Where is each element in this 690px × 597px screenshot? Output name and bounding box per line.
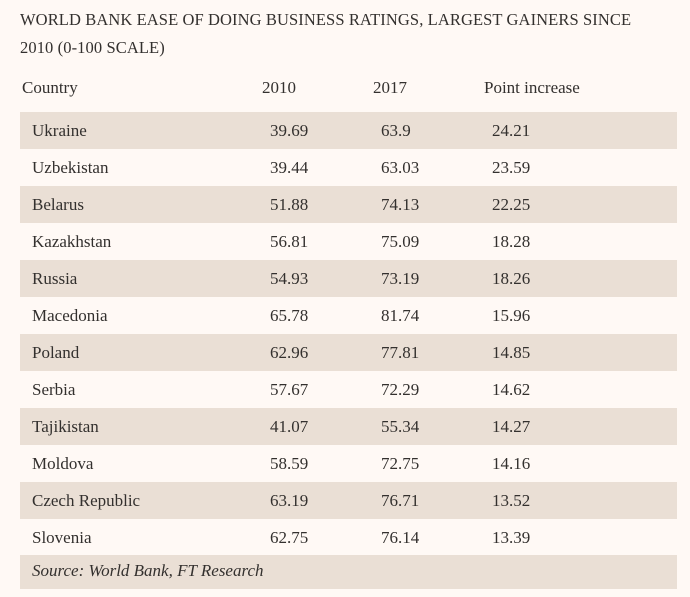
table-row: Moldova 58.59 72.75 14.16: [20, 445, 677, 482]
value: 63.03: [381, 158, 420, 177]
country: Slovenia: [32, 528, 92, 547]
value: 76.14: [381, 528, 420, 547]
table-row: Serbia 57.67 72.29 14.62: [20, 371, 677, 408]
table-row: Ukraine 39.69 63.9 24.21: [20, 112, 677, 149]
country: Kazakhstan: [32, 232, 112, 251]
value: 14.16: [492, 454, 531, 473]
country: Uzbekistan: [32, 158, 109, 177]
table-row: Belarus 51.88 74.13 22.25: [20, 186, 677, 223]
value: 39.69: [270, 121, 309, 140]
value: 55.34: [381, 417, 420, 436]
source: Source: World Bank, FT Research: [32, 561, 264, 580]
table-row: Kazakhstan 56.81 75.09 18.28: [20, 223, 677, 260]
country: Moldova: [32, 454, 94, 473]
value: 14.85: [492, 343, 531, 362]
value: 14.62: [492, 380, 531, 399]
value: 72.75: [381, 454, 420, 473]
value: 41.07: [270, 417, 309, 436]
value: 57.67: [270, 380, 309, 399]
country: Czech Republic: [32, 491, 141, 510]
value: 81.74: [381, 306, 420, 325]
value: 15.96: [492, 306, 531, 325]
table-row: Russia 54.93 73.19 18.26: [20, 260, 677, 297]
country: Belarus: [32, 195, 84, 214]
table-row: Poland 62.96 77.81 14.85: [20, 334, 677, 371]
column-header: Point increase: [484, 78, 580, 97]
title: 2010 (0-100 SCALE): [20, 38, 165, 57]
value: 72.29: [381, 380, 420, 399]
value: 39.44: [270, 158, 309, 177]
value: 22.25: [492, 195, 531, 214]
value: 51.88: [270, 195, 309, 214]
title: WORLD BANK EASE OF DOING BUSINESS RATING…: [20, 10, 632, 29]
table-row: Slovenia 62.75 76.14 13.39: [20, 519, 677, 556]
table-row: Czech Republic 63.19 76.71 13.52: [20, 482, 677, 519]
column-header: 2017: [373, 78, 407, 97]
value: 75.09: [381, 232, 420, 251]
value: 74.13: [381, 195, 420, 214]
value: 56.81: [270, 232, 309, 251]
value: 54.93: [270, 269, 309, 288]
value: 73.19: [381, 269, 420, 288]
value: 13.52: [492, 491, 531, 510]
value: 18.26: [492, 269, 531, 288]
value: 62.75: [270, 528, 309, 547]
value: 65.78: [270, 306, 309, 325]
column-header: Country: [22, 78, 78, 97]
value: 63.19: [270, 491, 309, 510]
source-row: Source: World Bank, FT Research: [20, 555, 677, 589]
value: 23.59: [492, 158, 531, 177]
value: 62.96: [270, 343, 309, 362]
value: 63.9: [381, 121, 411, 140]
value: 76.71: [381, 491, 420, 510]
value: 24.21: [492, 121, 531, 140]
column-header: 2010: [262, 78, 296, 97]
table-row: Uzbekistan 39.44 63.03 23.59: [20, 149, 677, 186]
value: 77.81: [381, 343, 420, 362]
table-row: Tajikistan 41.07 55.34 14.27: [20, 408, 677, 445]
country: Russia: [32, 269, 78, 288]
value: 18.28: [492, 232, 531, 251]
value: 13.39: [492, 528, 531, 547]
country: Serbia: [32, 380, 76, 399]
country: Poland: [32, 343, 80, 362]
value: 14.27: [492, 417, 531, 436]
country: Ukraine: [32, 121, 87, 140]
value: 58.59: [270, 454, 309, 473]
table-row: Macedonia 65.78 81.74 15.96: [20, 297, 677, 334]
country: Macedonia: [32, 306, 108, 325]
country: Tajikistan: [32, 417, 99, 436]
